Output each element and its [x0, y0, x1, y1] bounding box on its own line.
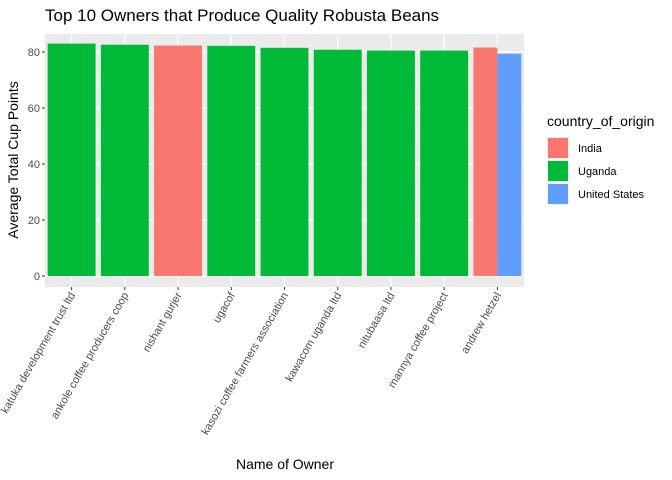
x-tick-label: ugacof — [211, 290, 238, 325]
x-tick-label: andrew hetzel — [459, 291, 504, 356]
x-tick-label: kawacom uganda ltd — [283, 291, 344, 384]
bar — [497, 53, 522, 277]
chart-title: Top 10 Owners that Produce Quality Robus… — [45, 6, 439, 25]
legend-label: Uganda — [578, 166, 617, 178]
legend-title: country_of_origin — [547, 113, 654, 129]
legend-label: India — [578, 143, 603, 155]
bar — [207, 45, 256, 277]
y-tick-label: 60 — [28, 103, 40, 115]
y-axis: 0 20 40 60 80 — [28, 47, 45, 283]
bar — [47, 43, 96, 276]
bar — [100, 44, 149, 276]
x-tick-label: mannya coffee project — [386, 290, 450, 390]
x-tick-label: kasozi coffee farmers association — [199, 291, 291, 438]
legend-key — [548, 161, 568, 181]
legend-key — [548, 138, 568, 158]
y-tick-label: 20 — [28, 215, 40, 227]
y-tick-label: 40 — [28, 159, 40, 171]
legend: country_of_origin India Uganda United Stat… — [547, 113, 654, 205]
bars-group — [47, 43, 522, 277]
legend-key — [548, 184, 568, 204]
bar — [366, 50, 415, 276]
x-axis-title: Name of Owner — [236, 456, 334, 472]
bar — [420, 50, 469, 276]
bar — [313, 49, 362, 277]
y-tick-label: 0 — [34, 271, 40, 283]
bar — [473, 47, 498, 276]
x-tick-label: nitubaasa ltd — [356, 291, 398, 351]
y-tick-label: 80 — [28, 47, 40, 59]
bar — [260, 47, 309, 276]
legend-label: United States — [578, 189, 645, 201]
x-tick-label: nishant gurjer — [141, 290, 185, 354]
y-axis-title: Average Total Cup Points — [5, 81, 21, 238]
bar — [154, 45, 203, 277]
